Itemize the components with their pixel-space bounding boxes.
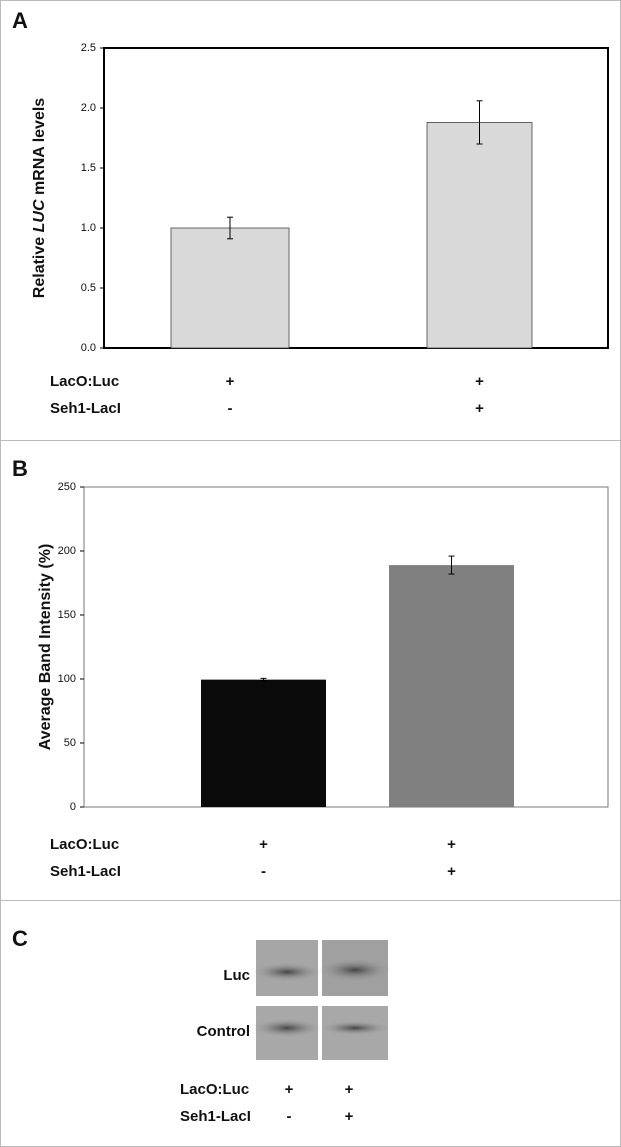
y-axis-label-part: mRNA levels bbox=[31, 98, 48, 200]
condition-value: + bbox=[345, 1081, 354, 1098]
condition-value: + bbox=[259, 836, 268, 853]
y-axis-label-part: LUC bbox=[31, 199, 48, 232]
condition-value: + bbox=[475, 400, 484, 417]
blot-band bbox=[321, 1021, 389, 1035]
blot-band bbox=[253, 963, 321, 981]
condition-label: Seh1-LacI bbox=[50, 400, 121, 417]
y-tick-label: 200 bbox=[58, 545, 76, 557]
condition-value: + bbox=[345, 1108, 354, 1125]
error-bar bbox=[448, 555, 455, 575]
plot-frame bbox=[83, 486, 609, 808]
condition-value: - bbox=[261, 863, 266, 880]
blot-band bbox=[253, 1019, 321, 1037]
y-axis-label: Relative LUC mRNA levels bbox=[31, 98, 48, 298]
bar bbox=[170, 227, 290, 349]
error-bar bbox=[227, 216, 233, 240]
condition-value: - bbox=[287, 1108, 292, 1125]
blot-band bbox=[319, 959, 391, 981]
condition-value: - bbox=[228, 400, 233, 417]
y-tick-label: 100 bbox=[58, 673, 76, 685]
y-tick-label: 2.0 bbox=[81, 102, 96, 114]
error-bar bbox=[476, 100, 483, 145]
plot-frame bbox=[103, 47, 609, 349]
y-axis-label: Average Band Intensity (%) bbox=[37, 544, 54, 751]
blot-row-label: Control bbox=[197, 1023, 250, 1040]
y-tick-label: 0 bbox=[70, 801, 76, 813]
condition-label: Seh1-LacI bbox=[50, 863, 121, 880]
blot bbox=[253, 940, 391, 1060]
condition-label: LacO:Luc bbox=[180, 1081, 249, 1098]
y-tick-label: 1.0 bbox=[81, 222, 96, 234]
error-bar bbox=[260, 677, 267, 682]
y-axis-label-part: Relative bbox=[31, 232, 48, 298]
bar bbox=[201, 679, 326, 807]
condition-value: + bbox=[447, 863, 456, 880]
bar bbox=[389, 565, 514, 807]
condition-value: + bbox=[226, 373, 235, 390]
y-tick-label: 50 bbox=[64, 737, 76, 749]
condition-value: + bbox=[447, 836, 456, 853]
y-tick-label: 250 bbox=[58, 481, 76, 493]
panel-letter: A bbox=[12, 8, 28, 33]
y-tick-label: 2.5 bbox=[81, 42, 96, 54]
condition-value: + bbox=[285, 1081, 294, 1098]
y-tick-label: 0.0 bbox=[81, 342, 96, 354]
y-tick-label: 1.5 bbox=[81, 162, 96, 174]
bar bbox=[426, 122, 533, 349]
condition-label: LacO:Luc bbox=[50, 836, 119, 853]
panel-letter: B bbox=[12, 456, 28, 481]
condition-label: Seh1-LacI bbox=[180, 1108, 251, 1125]
blot-row-label: Luc bbox=[223, 967, 250, 984]
condition-label: LacO:Luc bbox=[50, 373, 119, 390]
y-tick-label: 150 bbox=[58, 609, 76, 621]
y-tick-label: 0.5 bbox=[81, 282, 96, 294]
y-axis-label-part: Average Band Intensity (%) bbox=[37, 544, 54, 751]
panel-letter: C bbox=[12, 926, 28, 951]
condition-value: + bbox=[475, 373, 484, 390]
